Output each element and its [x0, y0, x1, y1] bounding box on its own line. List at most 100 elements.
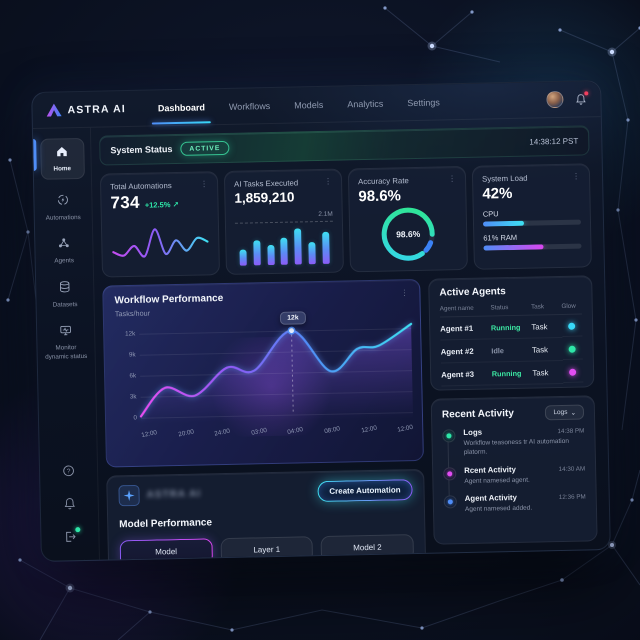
- agent-status: Running: [491, 361, 533, 386]
- notifications-button[interactable]: [575, 90, 589, 105]
- cpu-meter: CPU: [482, 208, 582, 227]
- agents-table: Agent name Status Task Glow Agent #1 Running T…: [439, 295, 584, 387]
- stat-cards-row: Total Automations ⋮ 734 +12.5% ↗: [99, 163, 592, 278]
- activity-header: Logs 14:38 PM: [463, 426, 584, 438]
- tab-dashboard[interactable]: Dashboard: [156, 98, 207, 117]
- meter-track: [483, 243, 582, 251]
- meter-track: [482, 219, 582, 227]
- kebab-menu-icon[interactable]: ⋮: [200, 179, 209, 189]
- chevron-down-icon: ⌄: [570, 409, 577, 417]
- activity-dot: [443, 467, 457, 481]
- ai-tasks-title: AI Tasks Executed: [234, 178, 299, 189]
- y-axis-tick-label: 0: [133, 414, 138, 422]
- datasets-icon: [58, 280, 71, 298]
- status-active-badge: ACTIVE: [180, 140, 230, 156]
- x-axis-tick-label: 03:00: [250, 426, 268, 437]
- system-load-value: 42%: [482, 184, 513, 203]
- activity-title: Agent Activity: [464, 493, 517, 504]
- model-chip-1[interactable]: Model: [119, 538, 213, 562]
- automation-icon: [56, 193, 69, 211]
- agent-task[interactable]: Task: [531, 314, 563, 339]
- navbar-right: [546, 90, 589, 109]
- activity-list: Logs 14:38 PM Workflow teasoness tr AI aut…: [442, 426, 586, 516]
- agents-column-header: Status: [490, 296, 532, 317]
- agents-icon: [57, 236, 70, 254]
- sidebar-item-datasets[interactable]: Datasets: [42, 279, 89, 309]
- status-timestamp: 14:38:12 PST: [529, 136, 579, 147]
- sidebar-item-agents[interactable]: Agents: [41, 236, 88, 266]
- activity-body: Logs 14:38 PM Workflow teasoness tr AI aut…: [463, 426, 585, 458]
- user-avatar[interactable]: [546, 90, 564, 109]
- ram-meter: 61% RAM: [483, 232, 582, 251]
- task-bar: [267, 244, 275, 266]
- system-status-bar: System Status ACTIVE 14:38:12 PST: [99, 125, 590, 166]
- agent-glow-dot: [568, 322, 576, 330]
- meter-label: 61% RAM: [483, 232, 518, 243]
- bell-icon: [63, 497, 75, 515]
- agent-glow-dot: [569, 368, 577, 376]
- kebab-menu-icon[interactable]: ⋮: [323, 176, 333, 186]
- agent-glow-cell: [562, 361, 584, 383]
- activity-item[interactable]: Rcent Activity 14:30 AM Agent namesed agen…: [443, 463, 585, 486]
- logout-button[interactable]: [63, 527, 81, 548]
- ai-tasks-card: AI Tasks Executed ⋮ 1,859,210 2.1M: [223, 168, 344, 275]
- total-automations-value: 734: [110, 192, 140, 213]
- kebab-menu-icon[interactable]: ⋮: [400, 288, 409, 298]
- agent-name: Agent #2: [440, 339, 492, 364]
- tab-workflows[interactable]: Workflows: [228, 100, 271, 112]
- sidebar-footer: ?: [62, 464, 81, 548]
- total-automations-title: Total Automations: [110, 181, 172, 192]
- main-content: System Status ACTIVE 14:38:12 PST Total …: [91, 117, 610, 562]
- help-button[interactable]: ?: [62, 464, 75, 482]
- sidebar-item-label: Agents: [54, 257, 75, 265]
- agents-column-header: Glow: [561, 295, 582, 315]
- sidebar-item-monitor[interactable]: Monitor dynamic status: [42, 323, 89, 362]
- chart-tooltip: 12k: [280, 311, 306, 325]
- workflow-chart-title: Workflow Performance: [114, 293, 224, 307]
- task-bar: [280, 237, 289, 265]
- activity-item[interactable]: Logs 14:38 PM Workflow teasoness tr AI aut…: [442, 426, 585, 459]
- automations-sparkline-chart: [112, 228, 209, 258]
- sparkle-icon: [118, 484, 140, 507]
- accuracy-rate-value: 98.6%: [358, 187, 402, 206]
- nav-tabs: Dashboard Workflows Models Analytics Setting…: [156, 93, 442, 117]
- agent-name: Agent #3: [440, 362, 493, 387]
- activity-time: 14:38 PM: [557, 427, 585, 436]
- recent-activity-card: Recent Activity Logs ⌄ Logs 14:38 PM Workf…: [430, 395, 598, 545]
- load-meters: CPU 61% RAM: [483, 201, 582, 251]
- brand-logo[interactable]: ASTRA AI: [46, 102, 126, 117]
- sidebar-item-automations[interactable]: Automations: [40, 192, 87, 222]
- y-axis-tick-label: 9k: [128, 351, 136, 359]
- tab-analytics[interactable]: Analytics: [347, 98, 384, 109]
- x-axis-tick-label: 04:00: [287, 426, 304, 437]
- tab-models[interactable]: Models: [294, 99, 324, 111]
- y-axis-tick-label: 6k: [129, 372, 137, 380]
- meter-fill: [483, 244, 544, 251]
- x-axis-tick-label: 20:00: [177, 428, 195, 439]
- notification-badge-dot: [583, 90, 589, 96]
- model-performance-title: Model Performance: [119, 517, 213, 531]
- help-icon: ?: [62, 464, 75, 482]
- task-bar: [294, 228, 303, 265]
- create-automation-button[interactable]: Create Automation: [317, 479, 413, 503]
- accuracy-gauge-label: 98.6%: [396, 228, 421, 240]
- kebab-menu-icon[interactable]: ⋮: [571, 171, 581, 181]
- tab-settings[interactable]: Settings: [407, 96, 440, 108]
- bell-button[interactable]: [63, 497, 75, 515]
- x-axis-tick-label: 12:00: [396, 423, 414, 434]
- kebab-menu-icon[interactable]: ⋮: [447, 174, 457, 184]
- logs-filter-dropdown[interactable]: Logs ⌄: [545, 404, 585, 421]
- activity-dot: [443, 495, 457, 509]
- agent-task[interactable]: Task: [531, 337, 563, 362]
- astra-logo-icon: [46, 103, 62, 117]
- accuracy-gauge: 98.6%: [380, 206, 437, 263]
- system-load-card: System Load ⋮ 42% CPU 61% RAM: [471, 163, 592, 270]
- sidebar-item-home[interactable]: Home: [39, 137, 85, 180]
- app-window: ASTRA AI Dashboard Workflows Models Analyti…: [31, 80, 611, 562]
- trend-up-icon: ↗: [172, 199, 179, 210]
- activity-item[interactable]: Agent Activity 12:36 PM Agent namesed adde…: [443, 492, 586, 515]
- meter-label: CPU: [482, 209, 499, 219]
- agent-task[interactable]: Task: [532, 360, 564, 385]
- task-bar: [322, 231, 330, 264]
